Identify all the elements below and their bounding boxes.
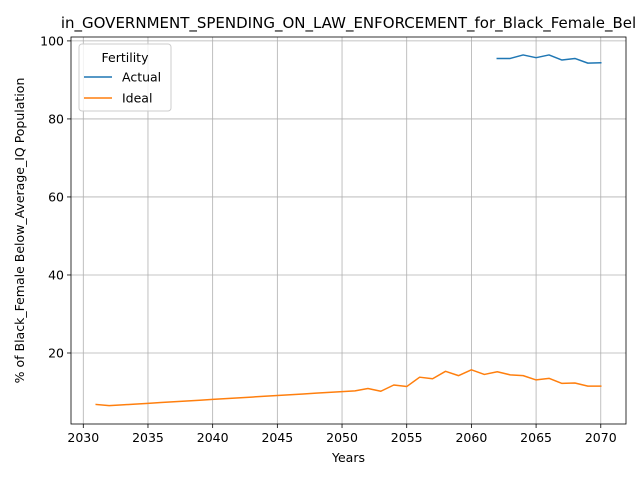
x-tick-label: 2070	[585, 430, 617, 445]
legend: Fertility Actual Ideal	[78, 43, 172, 112]
x-tick-label: 2030	[67, 430, 99, 445]
y-tick-label: 20	[48, 345, 64, 360]
x-axis-ticks: 2030 2035 2040 2045 2050 2055 2060 2065 2070	[67, 424, 617, 445]
axes-frame	[70, 36, 627, 425]
x-tick-label: 2060	[455, 430, 487, 445]
y-tick-label: 40	[48, 267, 64, 282]
y-tick-label: 60	[48, 189, 64, 204]
legend-label-ideal: Ideal	[122, 91, 152, 106]
legend-entries: Actual Ideal	[84, 70, 161, 106]
legend-label-actual: Actual	[122, 70, 161, 85]
series-line-ideal	[95, 369, 602, 407]
series-line-actual	[496, 54, 602, 64]
x-tick-label: 2050	[326, 430, 358, 445]
y-tick-label: 80	[48, 111, 64, 126]
y-tick-label: 100	[40, 33, 64, 48]
legend-title: Fertility	[102, 50, 150, 65]
legend-box	[78, 43, 172, 112]
chart-title: in_GOVERNMENT_SPENDING_ON_LAW_ENFORCEMEN…	[61, 14, 636, 33]
x-tick-label: 2035	[132, 430, 164, 445]
plot-lines	[95, 54, 602, 407]
x-axis-label: Years	[331, 450, 365, 465]
x-tick-label: 2055	[391, 430, 423, 445]
grid	[71, 37, 626, 424]
x-tick-label: 2040	[197, 430, 229, 445]
y-axis-label: % of Black_Female Below_Average_IQ Popul…	[12, 78, 27, 384]
x-tick-label: 2065	[520, 430, 552, 445]
x-tick-label: 2045	[261, 430, 293, 445]
y-axis-ticks: 20 40 60 80 100	[40, 33, 71, 360]
